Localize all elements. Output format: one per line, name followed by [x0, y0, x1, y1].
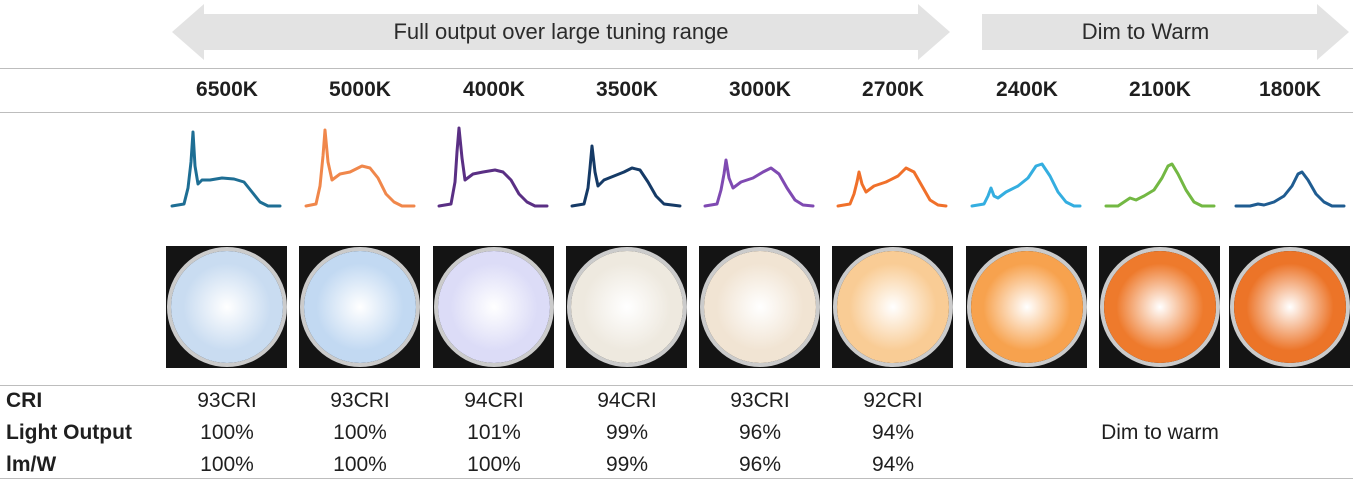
lmw-value: 96%: [738, 453, 782, 476]
cct-header: 2400K: [996, 78, 1058, 101]
dim-to-warm-banner-label: Dim to Warm: [1081, 19, 1210, 44]
lamp-disc: [437, 251, 550, 363]
lamp-disc: [570, 251, 683, 363]
cri-value: 92CRI: [863, 389, 923, 412]
spectrum-curve: [703, 158, 815, 208]
right-arrow-shape: [982, 4, 1349, 60]
table-top-divider: [0, 385, 1353, 386]
cri-value: 93CRI: [730, 389, 790, 412]
lmw-value: 100%: [467, 453, 521, 476]
light-output-value: 100%: [333, 421, 387, 444]
lamp-photo: [299, 246, 420, 368]
cct-header: 3500K: [596, 78, 658, 101]
lamp-photo: [433, 246, 554, 368]
lmw-value: 99%: [605, 453, 649, 476]
double-arrow-shape: [172, 4, 950, 60]
cri-value: 94CRI: [464, 389, 524, 412]
lamp-photo: [566, 246, 687, 368]
table-bottom-divider: [0, 478, 1353, 479]
lamp-photo: [832, 246, 953, 368]
lamp-photo: [699, 246, 820, 368]
full-output-banner-label: Full output over large tuning range: [393, 19, 729, 44]
lmw-row-label: lm/W: [6, 453, 57, 476]
spectrum-curve: [970, 162, 1082, 208]
cct-header: 1800K: [1259, 78, 1321, 101]
spectrum-curve: [570, 144, 682, 208]
lamp-disc: [836, 251, 949, 363]
spectrum-curve: [304, 128, 416, 208]
cri-value: 93CRI: [330, 389, 390, 412]
lamp-photo: [966, 246, 1087, 368]
lamp-photo: [1099, 246, 1220, 368]
dim-to-warm-note: Dim to warm: [1101, 421, 1219, 444]
cct-header: 5000K: [329, 78, 391, 101]
full-output-banner: Full output over large tuning range: [172, 4, 950, 60]
cct-header: 2100K: [1129, 78, 1191, 101]
spectrum-curve: [437, 126, 549, 208]
cct-header: 6500K: [196, 78, 258, 101]
light-output-row-label: Light Output: [6, 421, 132, 444]
cri-value: 93CRI: [197, 389, 257, 412]
spectrum-curve: [1234, 170, 1346, 208]
cct-header: 2700K: [862, 78, 924, 101]
header-top-divider: [0, 68, 1353, 69]
spectrum-curve: [836, 166, 948, 208]
lmw-value: 100%: [200, 453, 254, 476]
lamp-disc: [1103, 251, 1216, 363]
lamp-disc: [970, 251, 1083, 363]
lamp-disc: [1233, 251, 1346, 363]
spectrum-curve: [170, 130, 282, 208]
light-output-value: 96%: [738, 421, 782, 444]
lamp-photo: [166, 246, 287, 368]
cct-header: 4000K: [463, 78, 525, 101]
lmw-value: 100%: [333, 453, 387, 476]
light-output-value: 94%: [871, 421, 915, 444]
lamp-photo: [1229, 246, 1350, 368]
lamp-disc: [303, 251, 416, 363]
light-output-value: 100%: [200, 421, 254, 444]
cri-row-label: CRI: [6, 389, 43, 412]
spectrum-curve: [1104, 162, 1216, 208]
light-output-value: 101%: [467, 421, 521, 444]
light-output-value: 99%: [605, 421, 649, 444]
header-bottom-divider: [0, 112, 1353, 113]
lamp-disc: [703, 251, 816, 363]
cri-value: 94CRI: [597, 389, 657, 412]
lamp-disc: [170, 251, 283, 363]
cct-header: 3000K: [729, 78, 791, 101]
dim-to-warm-banner: Dim to Warm: [982, 4, 1349, 60]
lmw-value: 94%: [871, 453, 915, 476]
